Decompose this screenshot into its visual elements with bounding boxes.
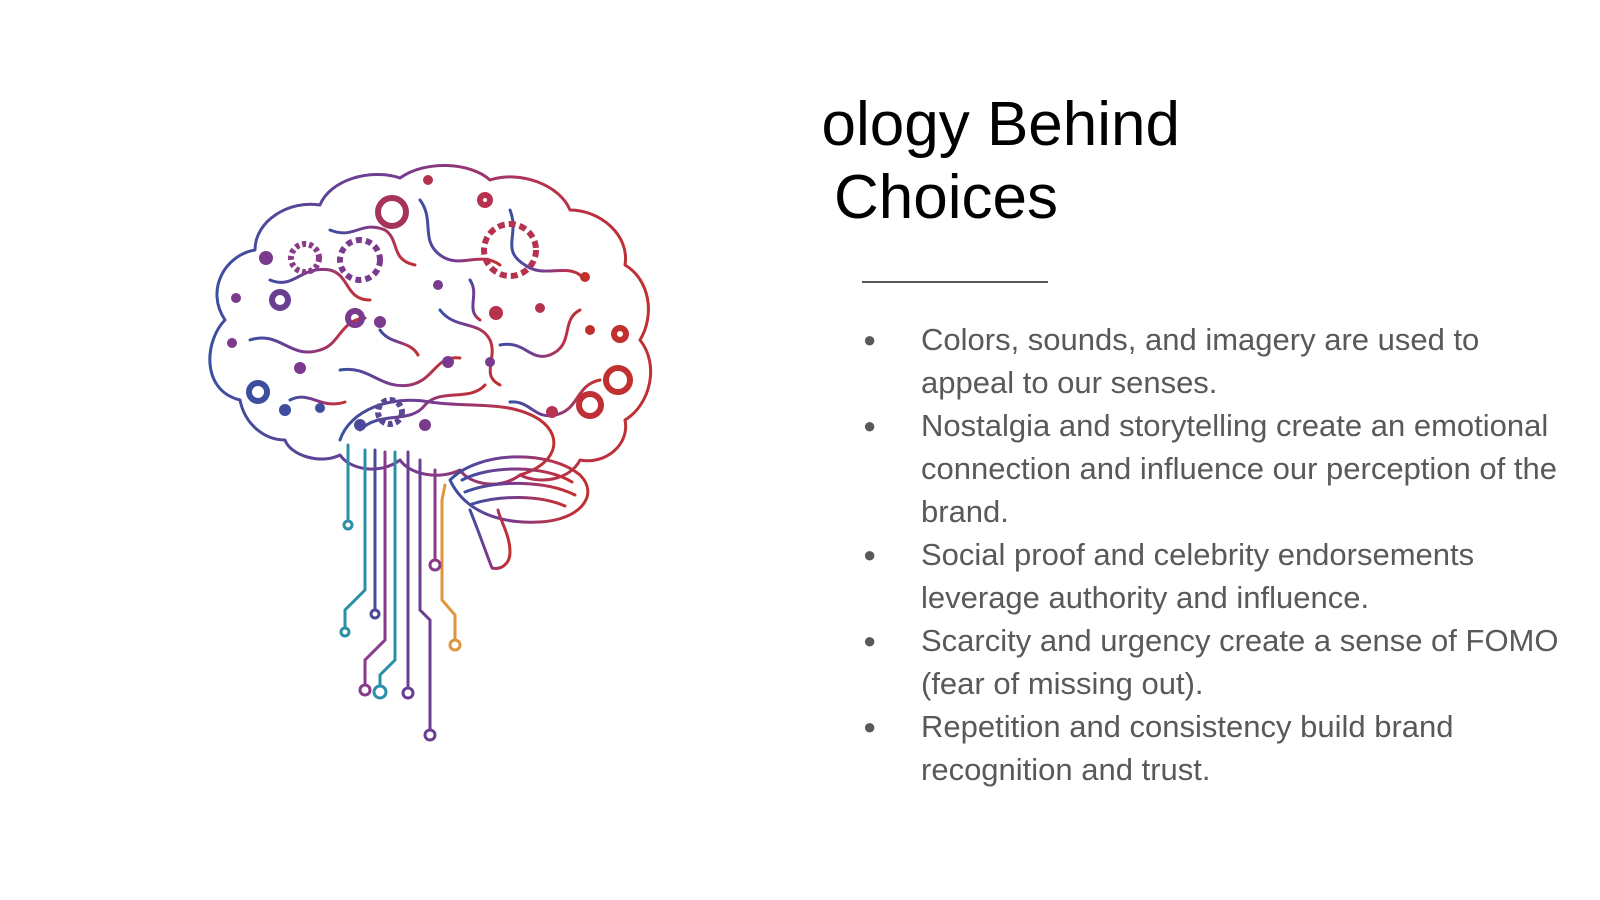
bullet-text: Social proof and celebrity endorsements …	[921, 537, 1475, 615]
brain-circuit-illustration-icon	[180, 140, 700, 780]
bullet-text: Repetition and consistency build brand r…	[921, 709, 1454, 787]
bullet-text: Scarcity and urgency create a sense of F…	[921, 623, 1559, 701]
title-line-1: ology Behind	[821, 90, 1181, 159]
list-item: ● Repetition and consistency build brand…	[860, 705, 1560, 791]
list-item: ● Nostalgia and storytelling create an e…	[860, 404, 1560, 533]
list-item: ● Colors, sounds, and imagery are used t…	[860, 318, 1560, 404]
bullet-dot-icon: ●	[863, 542, 877, 567]
title-divider	[862, 281, 1048, 283]
bullet-text: Colors, sounds, and imagery are used to …	[921, 322, 1480, 400]
bullet-dot-icon: ●	[863, 327, 877, 352]
title-line-2: Choices	[834, 163, 1058, 232]
list-item: ● Scarcity and urgency create a sense of…	[860, 619, 1560, 705]
bullet-dot-icon: ●	[863, 628, 877, 653]
bullet-dot-icon: ●	[863, 714, 877, 739]
bullet-dot-icon: ●	[863, 413, 877, 438]
list-item: ● Social proof and celebrity endorsement…	[860, 533, 1560, 619]
slide-title: ology Behind Choices	[760, 88, 1181, 248]
bullet-text: Nostalgia and storytelling create an emo…	[921, 408, 1557, 529]
bullet-list: ● Colors, sounds, and imagery are used t…	[860, 318, 1560, 791]
